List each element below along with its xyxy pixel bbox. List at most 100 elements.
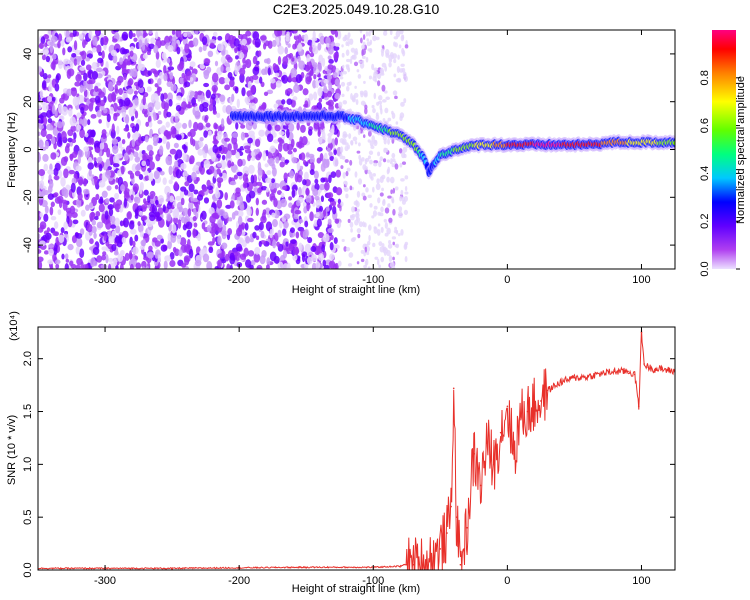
- noise-speck: [83, 188, 90, 195]
- noise-speck: [346, 81, 351, 86]
- noise-speck: [377, 160, 382, 168]
- noise-speck: [288, 196, 293, 201]
- noise-speck: [228, 34, 235, 45]
- noise-speck: [172, 208, 179, 219]
- noise-speck: [76, 57, 80, 66]
- noise-speck: [222, 146, 229, 155]
- noise-speck: [318, 97, 323, 103]
- noise-speck: [147, 195, 151, 203]
- noise-speck: [394, 226, 398, 231]
- noise-speck: [388, 59, 393, 63]
- noise-speck: [360, 249, 365, 254]
- noise-speck: [290, 67, 298, 78]
- noise-speck: [202, 185, 208, 192]
- y-tick-label: 0.5: [22, 510, 34, 525]
- noise-speck: [342, 36, 347, 42]
- noise-speck: [347, 144, 350, 150]
- noise-speck: [138, 86, 145, 94]
- noise-speck: [287, 43, 291, 48]
- noise-speck: [392, 90, 398, 96]
- noise-speck: [199, 63, 206, 70]
- noise-speck: [336, 30, 342, 40]
- noise-speck: [249, 237, 254, 243]
- noise-speck: [217, 35, 223, 41]
- noise-speck: [134, 156, 141, 163]
- noise-speck: [168, 165, 173, 176]
- noise-speck: [135, 262, 142, 269]
- noise-speck: [177, 63, 184, 72]
- noise-speck: [213, 122, 218, 130]
- noise-speck: [211, 212, 219, 218]
- noise-speck: [295, 246, 299, 256]
- noise-speck: [142, 95, 146, 106]
- noise-speck: [39, 89, 44, 99]
- noise-speck: [239, 201, 245, 210]
- noise-speck: [106, 113, 111, 123]
- noise-speck: [91, 219, 97, 226]
- noise-speck: [109, 197, 115, 203]
- noise-speck: [166, 213, 172, 222]
- noise-speck: [392, 241, 396, 246]
- noise-speck: [40, 36, 46, 45]
- noise-speck: [190, 192, 194, 202]
- noise-speck: [364, 243, 369, 248]
- noise-speck: [86, 223, 93, 233]
- noise-speck: [130, 115, 135, 122]
- noise-speck: [51, 136, 56, 145]
- noise-speck: [86, 79, 93, 85]
- noise-speck: [110, 129, 116, 139]
- noise-speck: [302, 88, 309, 96]
- noise-speck: [327, 218, 332, 226]
- noise-speck: [271, 39, 277, 47]
- noise-speck: [265, 221, 273, 232]
- noise-speck: [282, 263, 289, 269]
- snr-point: [526, 410, 529, 413]
- noise-speck: [65, 258, 70, 263]
- noise-speck: [366, 41, 372, 47]
- noise-speck: [345, 64, 350, 68]
- noise-speck: [91, 129, 96, 138]
- noise-speck: [150, 68, 157, 73]
- noise-speck: [57, 59, 64, 70]
- noise-speck: [250, 174, 255, 184]
- noise-speck: [207, 130, 212, 137]
- noise-speck: [323, 79, 329, 84]
- noise-speck: [403, 209, 409, 215]
- noise-speck: [49, 264, 54, 269]
- noise-speck: [282, 185, 288, 191]
- noise-speck: [307, 237, 313, 244]
- noise-speck: [38, 260, 43, 269]
- noise-speck: [99, 196, 104, 204]
- noise-speck: [48, 83, 53, 92]
- noise-speck: [173, 216, 179, 224]
- noise-speck: [208, 207, 215, 215]
- noise-speck: [319, 183, 326, 191]
- noise-speck: [376, 178, 380, 185]
- noise-speck: [153, 113, 157, 121]
- noise-speck: [124, 114, 130, 125]
- noise-speck: [308, 93, 314, 101]
- noise-speck: [367, 194, 372, 199]
- noise-speck: [242, 63, 247, 70]
- noise-speck: [128, 220, 135, 230]
- noise-speck: [83, 146, 90, 152]
- noise-speck: [391, 152, 396, 159]
- noise-speck: [293, 84, 300, 93]
- noise-speck: [235, 151, 240, 159]
- noise-speck: [111, 123, 115, 133]
- noise-speck: [180, 197, 185, 206]
- noise-speck: [165, 141, 171, 150]
- noise-speck: [134, 144, 140, 151]
- snr-point: [587, 375, 589, 378]
- noise-speck: [381, 243, 385, 248]
- noise-speck: [49, 43, 54, 54]
- noise-speck: [163, 102, 169, 111]
- noise-speck: [278, 138, 285, 144]
- noise-speck: [351, 97, 356, 103]
- noise-speck: [149, 161, 155, 170]
- noise-speck: [39, 179, 45, 190]
- noise-speck: [266, 89, 274, 95]
- noise-speck: [379, 156, 384, 162]
- noise-speck: [227, 143, 232, 152]
- noise-speck: [384, 90, 388, 94]
